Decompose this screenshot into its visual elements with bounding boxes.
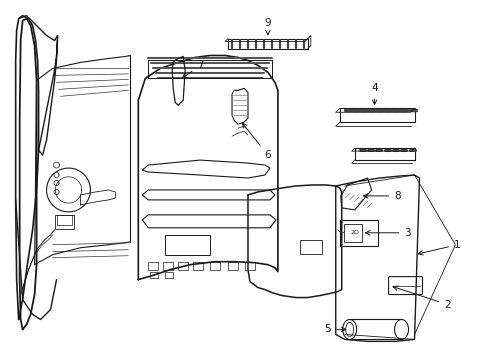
Bar	[343, 224, 361, 242]
Bar	[244, 262, 254, 270]
Bar	[165, 272, 173, 278]
Text: 9: 9	[264, 18, 271, 35]
Bar	[210, 262, 220, 270]
Bar	[299, 240, 321, 254]
Text: 3: 3	[365, 228, 410, 238]
Text: 5: 5	[324, 324, 345, 334]
Bar	[150, 272, 158, 278]
Bar	[227, 262, 238, 270]
Text: 2: 2	[392, 286, 450, 310]
Bar	[339, 220, 377, 246]
Bar	[165, 235, 210, 255]
Bar	[178, 262, 188, 270]
Text: 2D: 2D	[349, 230, 358, 235]
Text: 8: 8	[363, 191, 400, 201]
Bar	[57, 215, 72, 225]
Text: 4: 4	[370, 84, 377, 104]
Text: 6: 6	[242, 123, 271, 160]
Bar	[148, 262, 158, 270]
Bar	[163, 262, 173, 270]
Text: 7: 7	[182, 60, 203, 78]
Bar	[193, 262, 203, 270]
Text: 1: 1	[417, 240, 460, 255]
Bar	[55, 215, 74, 229]
